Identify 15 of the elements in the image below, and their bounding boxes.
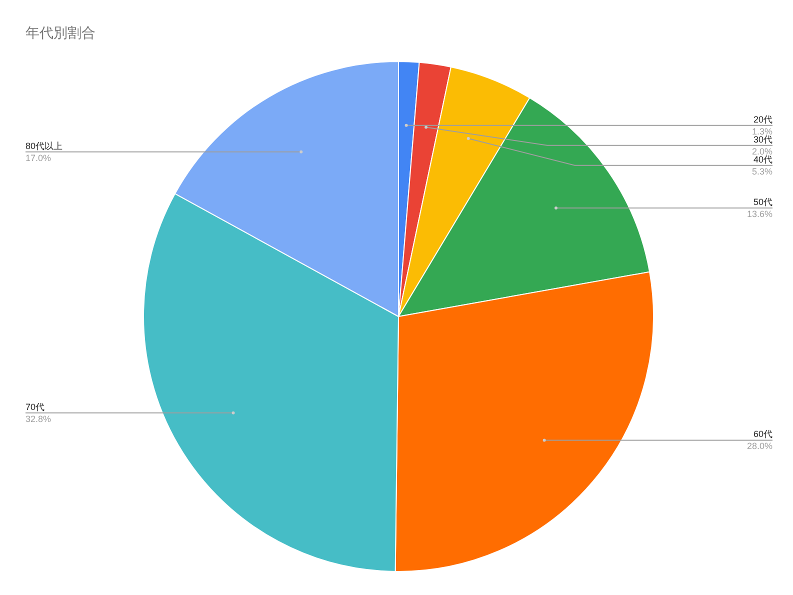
slice-label: 40代	[753, 154, 773, 164]
data-label: 13.6%	[746, 209, 773, 220]
data-label: 2.0%	[752, 146, 772, 156]
slice-label: 30代	[753, 134, 773, 144]
slice-label: 70代	[26, 402, 45, 412]
data-label: 32.8%	[26, 414, 52, 424]
data-label: 28.0%	[746, 441, 773, 452]
slice-label: 80代以上	[26, 140, 63, 151]
slice-label: 60代	[753, 429, 773, 440]
data-label: 5.3%	[752, 166, 772, 176]
data-label: 1.3%	[752, 126, 772, 136]
data-label: 17.0%	[26, 152, 52, 163]
chart-title: 年代別割合	[26, 24, 96, 40]
slice-label: 20代	[753, 114, 773, 124]
slice-label: 50代	[753, 197, 773, 208]
